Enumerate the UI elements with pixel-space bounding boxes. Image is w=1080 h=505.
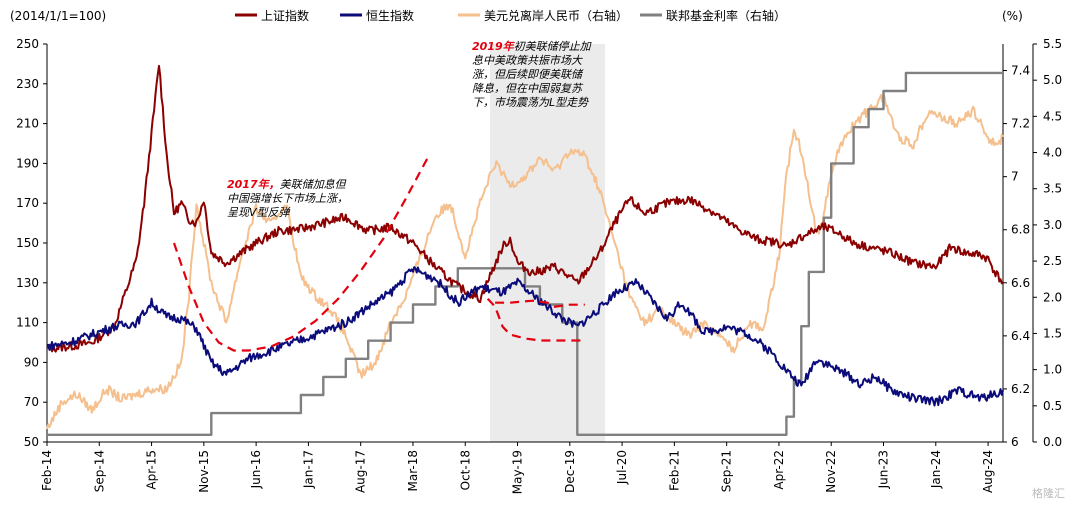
x-tick-label: Sep-14 — [92, 450, 106, 492]
left-tick-label: 250 — [16, 37, 39, 51]
x-tick-label: Aug-24 — [981, 450, 995, 493]
right-fx-tick-label: 6.8 — [1011, 223, 1030, 237]
legend-label-0: 上证指数 — [261, 8, 309, 23]
left-tick-label: 230 — [16, 77, 39, 91]
series-group — [46, 64, 1004, 436]
left-tick-label: 90 — [24, 355, 39, 369]
x-tick-label: Nov-22 — [824, 450, 838, 493]
right-rate-tick-label: 2.5 — [1043, 254, 1062, 268]
annotation-line: 2017年，美联储加息但 — [227, 178, 347, 191]
right-axis-unit: (%) — [1002, 9, 1023, 23]
annotation-text: 美联储加息但 — [280, 178, 347, 191]
left-tick-label: 150 — [16, 236, 39, 250]
dashed-trend-0 — [172, 156, 429, 352]
right-rate-tick-label: 3.5 — [1043, 182, 1062, 196]
dashed-trend-2 — [495, 299, 585, 308]
annotation-year: 2019年 — [472, 40, 516, 53]
annotation-line: 2019年初美联储停止加 — [472, 40, 593, 53]
series-line-3 — [47, 71, 1003, 436]
legend-label-1: 恒生指数 — [366, 8, 414, 23]
x-tick-label: Jan-17 — [301, 450, 315, 489]
x-tick-label: Apr-22 — [772, 450, 786, 490]
series-line-2 — [46, 93, 1004, 430]
legend-label-3: 联邦基金利率（右轴） — [666, 8, 786, 23]
right-fx-tick-label: 6.2 — [1011, 382, 1030, 396]
annotation-2019: 2019年初美联储停止加息中美政策共振市场大涨，但后续即便美联储降息，但在中国弱… — [472, 40, 593, 109]
x-tick-label: Oct-18 — [458, 450, 472, 490]
legend: 上证指数 恒生指数 美元兑离岸人民币（右轴） 联邦基金利率（右轴） — [235, 8, 786, 23]
annotation-line: 下，市场震荡为L型走势 — [472, 96, 589, 109]
series-line-1 — [46, 266, 1004, 407]
right-rate-tick-label: 3.0 — [1043, 218, 1062, 232]
right-fx-tick-label: 6.4 — [1011, 329, 1030, 343]
right-fx-tick-label: 6.6 — [1011, 276, 1030, 290]
x-tick-label: Feb-14 — [40, 450, 54, 491]
x-tick-label: Dec-19 — [563, 450, 577, 493]
right-fx-tick-label: 7.4 — [1011, 64, 1030, 78]
x-tick-label: Jan-24 — [929, 450, 943, 489]
x-tick-label: Jun-16 — [249, 450, 263, 489]
dashed-trend-1 — [486, 297, 585, 342]
x-tick-label: Apr-15 — [145, 450, 159, 490]
left-tick-label: 130 — [16, 276, 39, 290]
right-rate-tick-label: 4.5 — [1043, 109, 1062, 123]
right-rate-tick-label: 1.0 — [1043, 363, 1062, 377]
right-rate-tick-label: 4.0 — [1043, 146, 1062, 160]
left-tick-label: 110 — [16, 316, 39, 330]
x-tick-label: Jul-20 — [615, 450, 629, 485]
left-tick-label: 210 — [16, 117, 39, 131]
x-tick-label: Aug-17 — [354, 450, 368, 493]
left-tick-label: 70 — [24, 395, 39, 409]
x-tick-label: Jun-23 — [877, 450, 891, 489]
annotation-line: 呈现V型反弹 — [227, 206, 291, 219]
x-tick-label: May-19 — [511, 450, 525, 494]
x-tick-label: Feb-21 — [667, 450, 681, 491]
right-rate-tick-label: 5.0 — [1043, 73, 1062, 87]
watermark: 格隆汇 — [1032, 486, 1065, 500]
annotation-line: 降息，但在中国弱复苏 — [472, 82, 584, 95]
right-fx-tick-label: 7.2 — [1011, 117, 1030, 131]
x-tick-label: Sep-21 — [720, 450, 734, 492]
annotation-line: 息中美政策共振市场大 — [472, 54, 583, 67]
left-axis-unit: (2014/1/1=100) — [10, 9, 106, 23]
annotation-line: 中国强增长下市场上涨， — [227, 192, 348, 205]
right-rate-tick-label: 2.0 — [1043, 290, 1062, 304]
right-rate-tick-label: 0.0 — [1043, 435, 1062, 449]
right-rate-tick-label: 1.5 — [1043, 326, 1062, 340]
x-tick-label: Nov-15 — [197, 450, 211, 493]
left-tick-label: 170 — [16, 196, 39, 210]
x-tick-label: Mar-18 — [406, 450, 420, 491]
right-rate-tick-label: 5.5 — [1043, 37, 1062, 51]
series-line-0 — [46, 64, 1004, 353]
legend-label-2: 美元兑离岸人民币（右轴） — [484, 8, 628, 23]
left-tick-label: 50 — [24, 435, 39, 449]
left-tick-label: 190 — [16, 156, 39, 170]
right-fx-tick-label: 7 — [1011, 170, 1019, 184]
annotation-line: 涨，但后续即便美联储 — [472, 68, 584, 81]
right-rate-tick-label: 0.5 — [1043, 399, 1062, 413]
right-fx-tick-label: 6 — [1011, 435, 1019, 449]
annotation-text: 初美联储停止加 — [514, 40, 593, 53]
annotation-year: 2017年， — [227, 178, 280, 191]
axes-group: 50 70 90 110 130 150 170 190 210 230 250 6 6.2 6.4 6.6… — [16, 37, 1062, 494]
